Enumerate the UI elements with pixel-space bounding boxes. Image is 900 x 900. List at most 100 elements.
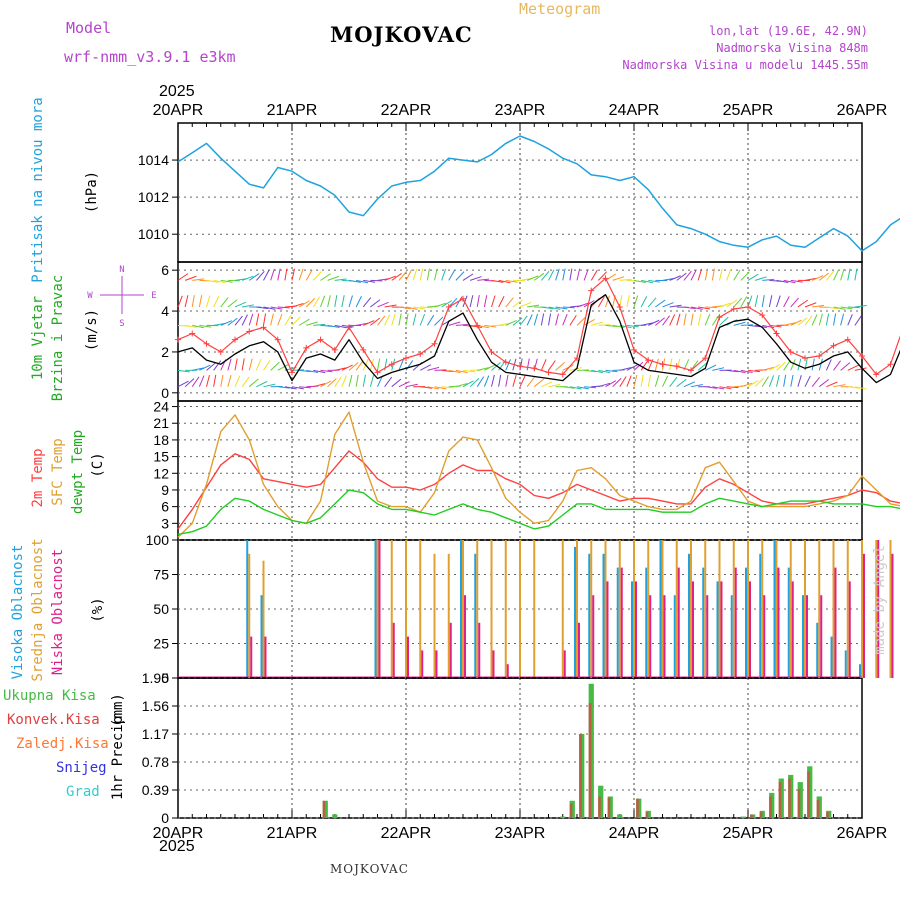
wind-direction-arrow [519,301,532,308]
wind-direction-arrow [220,279,233,283]
wind-direction-arrow [192,324,205,329]
wind-direction-arrow [363,279,376,283]
y-tick-label: 1012 [138,189,169,205]
coords-text: lon,lat (19.6E, 42.9N) [709,24,868,38]
cloud-low-bar [392,622,395,678]
year-bottom: 2025 [159,838,195,855]
cloud-mid-bar [775,540,778,678]
y-tick-label: 12 [153,465,169,481]
wind-direction-arrow [619,366,632,371]
cloud-high-bar [745,567,747,678]
temp-unit: (C) [90,452,106,477]
x-axis-label-top: 21APR [267,102,318,119]
wind-direction-arrow [491,374,495,387]
cloud-low-bar [791,581,794,678]
wind-direction-arrow [206,362,217,371]
precip-convective-bar [588,703,592,818]
cloud-low-bar [720,581,723,678]
wind-gust-marker [631,346,637,353]
wind-direction-arrow [790,359,796,371]
wind-gust-marker [787,348,794,355]
wind-direction-arrow [455,271,465,281]
wind-direction-arrow [705,386,718,389]
wind-axis-title-1: 10m Vjetar [30,296,46,380]
wind-direction-arrow [526,358,530,371]
y-tick-label: 0.78 [142,754,169,770]
wind-direction-arrow [662,302,674,308]
cloud-high-bar [246,540,249,678]
cloud-axis-title-mid: Srednja Oblacnost [30,538,46,681]
wind-direction-arrow [783,279,796,284]
wind-direction-arrow [854,367,867,371]
wind-direction-arrow [533,272,545,281]
wind-direction-arrow [298,318,310,326]
wind-direction-arrow [391,313,396,326]
cloud-high-bar [859,664,861,678]
wind-direction-arrow [484,324,497,328]
wind-direction-arrow [277,364,289,371]
cloud-mid-bar [718,540,721,678]
wind-direction-arrow [804,302,817,308]
wind-direction-arrow [626,375,632,387]
wind-direction-arrow [783,374,787,387]
wind-direction-arrow [291,268,296,281]
wind-direction-arrow [541,306,554,310]
cloud-high-bar [474,553,477,678]
wind-direction-arrow [312,296,321,308]
y-tick-label: 1.17 [142,726,169,742]
wind-gust-marker [431,340,438,347]
wind-direction-arrow [384,314,391,326]
wind-direction-arrow [683,270,692,281]
wind-direction-arrow [633,295,639,308]
wind-direction-arrow [804,375,811,387]
precip-legend-item: Konvek.Kisa [7,712,100,728]
wind-gust-marker [274,336,281,343]
wind-direction-arrow [255,313,260,326]
wind-direction-arrow [334,324,347,329]
wind-direction-arrow [598,271,608,281]
wind-direction-arrow [448,269,456,281]
product-title: Meteogram [519,0,601,18]
wind-direction-arrow [590,269,598,281]
cloud-mid-bar [846,540,849,678]
wind-gust-marker [873,371,880,378]
wind-direction-arrow [733,297,743,308]
temp-axis-title-2m: 2m Temp [30,448,46,507]
wind-direction-arrow [263,269,270,281]
wind-direction-arrow [362,297,372,308]
wind-direction-arrow [184,295,189,308]
wind-direction-arrow [562,314,568,326]
wind-direction-arrow [412,313,417,326]
wind-direction-arrow [655,299,666,308]
wind-direction-arrow [248,378,259,388]
wind-direction-arrow [355,374,359,387]
precip-convective-bar [750,814,753,818]
model-elevation-text: Nadmorska Visina u modelu 1445.55m [622,58,868,72]
precip-total-bar [332,814,338,818]
cloud-low-bar [734,567,737,678]
wind-direction-arrow [548,269,555,281]
wind-direction-arrow [256,306,269,310]
wind-direction-arrow [306,321,318,326]
wind-gust-marker [702,355,709,362]
wind-gust-marker [859,353,865,360]
wind-direction-arrow [812,304,825,308]
cloud-mid-bar [633,540,635,678]
wind-direction-arrow [591,369,604,374]
wind-direction-arrow [612,276,625,281]
y-tick-label: 0 [161,670,169,686]
wind-direction-arrow [370,317,381,326]
cloud-mid-bar [419,540,422,678]
cloud-mid-bar [519,540,521,678]
cloud-mid-bar [704,540,707,678]
wind-gust-marker [830,342,837,349]
cloud-mid-bar [248,553,251,678]
cloud-mid-bar [647,540,650,678]
precip-convective-bar [816,800,820,818]
wind-direction-arrow [427,366,440,371]
wind-direction-arrow [320,273,331,281]
wind-direction-arrow [270,313,274,326]
wind-direction-arrow [327,378,337,388]
wind-direction-arrow [654,375,660,387]
wind-direction-arrow [198,295,203,308]
